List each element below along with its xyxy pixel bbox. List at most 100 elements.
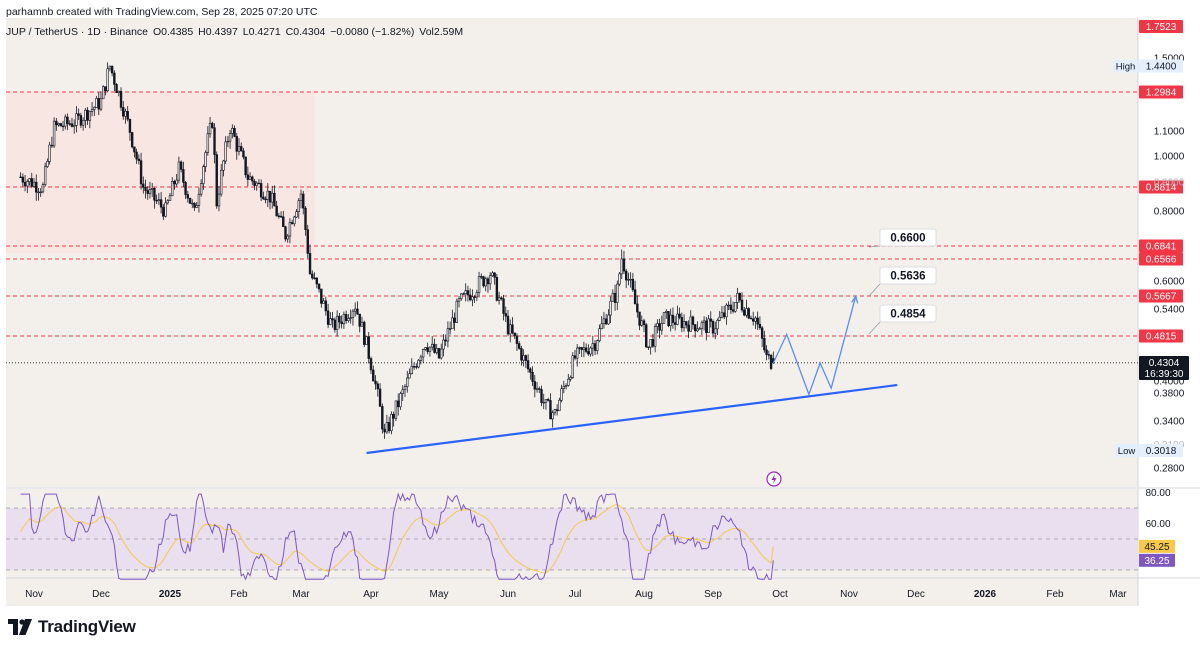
candle-body xyxy=(271,192,274,203)
candle-body xyxy=(546,399,550,401)
candle-body xyxy=(335,315,339,330)
candle-body xyxy=(622,258,626,272)
candle-body xyxy=(304,207,307,230)
time-tick-label: Jul xyxy=(569,589,582,600)
candle-body xyxy=(259,183,263,198)
time-axis[interactable]: Nov Dec 2025 Feb Mar Apr May Jun Jul Aug Sep Oct Nov… xyxy=(25,589,1127,600)
candle-body xyxy=(195,205,198,208)
candle-body xyxy=(48,144,51,162)
tradingview-logo[interactable]: TradingView xyxy=(8,617,136,637)
candle-body xyxy=(509,324,512,335)
candle-body xyxy=(682,321,686,329)
high-value-label: 1.4400 xyxy=(1146,62,1177,73)
candle-body xyxy=(299,193,303,202)
top-price-label: 1.7523 xyxy=(1146,22,1177,33)
candle-body xyxy=(435,348,438,353)
support-trendline[interactable] xyxy=(366,383,898,455)
candle-body xyxy=(340,321,343,325)
candle-body xyxy=(520,348,523,361)
candle-body xyxy=(573,355,577,359)
candle-body xyxy=(506,315,510,335)
candle-body xyxy=(126,111,129,120)
candle-body xyxy=(79,115,83,126)
candle-body xyxy=(736,292,739,303)
candle-body xyxy=(551,412,554,420)
time-tick-label: Apr xyxy=(363,589,379,600)
candle-body xyxy=(600,323,603,329)
projection-arrowhead xyxy=(851,294,859,304)
target-box[interactable] xyxy=(879,304,937,323)
candle-body xyxy=(747,308,750,319)
logo-text: TradingView xyxy=(38,617,136,636)
candle-body xyxy=(262,196,265,200)
projection-path[interactable] xyxy=(772,296,857,397)
candle-body xyxy=(667,311,670,327)
candle-body xyxy=(769,354,773,369)
candle-body xyxy=(576,347,579,359)
current-price-label: 0.4304 xyxy=(1149,358,1180,369)
candle-body xyxy=(338,315,341,323)
candle-body xyxy=(714,328,717,334)
price-axis[interactable]: 1.5000 1.1000 1.0000 0.8000 0.6000 0.5400 0.40… xyxy=(1113,20,1189,475)
candle-body xyxy=(638,311,641,326)
candle-body xyxy=(133,146,136,153)
target-box[interactable] xyxy=(879,266,937,285)
candle-body xyxy=(526,360,530,370)
candle-body xyxy=(110,65,114,74)
candle-body xyxy=(153,187,156,201)
candle-body xyxy=(631,278,635,291)
candle-body xyxy=(43,166,47,185)
candle-body xyxy=(390,413,393,432)
candle-body xyxy=(356,308,359,315)
lightning-bolt-icon xyxy=(771,474,777,484)
time-tick-label: Mar xyxy=(292,589,310,600)
candle-body xyxy=(412,366,416,368)
candle-body xyxy=(21,176,25,183)
candle-body xyxy=(369,358,373,371)
level-price-tag xyxy=(1139,85,1183,99)
candle-body xyxy=(139,160,143,185)
candle-body xyxy=(578,347,581,349)
candle-body xyxy=(515,335,519,344)
candle-body xyxy=(738,292,742,301)
candle-body xyxy=(23,181,27,187)
candle-body xyxy=(698,328,701,330)
candle-body xyxy=(130,132,134,148)
time-tick-label: 2025 xyxy=(159,589,182,600)
candle-body xyxy=(767,354,771,356)
candle-body xyxy=(535,388,539,390)
level-price-tag xyxy=(1139,289,1183,303)
price-change: −0.0080 (−1.82%) xyxy=(330,26,415,38)
candle-body xyxy=(381,406,384,430)
current-price-tag xyxy=(1139,356,1189,380)
rsi-ma-line xyxy=(20,504,774,574)
candle-body xyxy=(168,195,172,201)
top-price-tag xyxy=(1139,20,1183,33)
time-axis-background xyxy=(6,578,1138,606)
candle-body xyxy=(157,199,161,201)
candle-body xyxy=(522,355,525,361)
candle-body xyxy=(468,294,472,301)
candle-body xyxy=(702,320,706,323)
candle-body xyxy=(306,229,309,254)
symbol-pair[interactable]: JUP / TetherUS · 1D · Binance xyxy=(6,26,149,38)
candle-body xyxy=(206,133,210,153)
rsi-ma-value: 45.25 xyxy=(1144,542,1169,553)
candle-body xyxy=(394,400,398,419)
price-tick-label: 0.5400 xyxy=(1154,305,1185,316)
candle-body xyxy=(193,202,196,208)
author-line: parhamnb created with TradingView.com, S… xyxy=(6,6,318,18)
candle-body xyxy=(217,193,221,207)
candle-body xyxy=(455,300,459,323)
candle-body xyxy=(553,409,557,414)
candle-body xyxy=(410,366,413,374)
target-leader-line xyxy=(868,321,881,335)
ohlc-open: O0.4385 xyxy=(152,26,194,38)
candle-body xyxy=(451,317,454,329)
candle-body xyxy=(275,205,278,217)
low-tag xyxy=(1115,444,1138,457)
target-box[interactable] xyxy=(879,228,937,247)
candle-body xyxy=(297,200,300,212)
